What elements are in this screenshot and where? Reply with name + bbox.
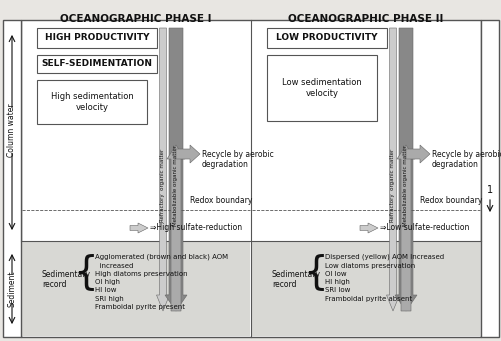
- Text: Refractory  organic matter: Refractory organic matter: [160, 148, 165, 222]
- Text: HIGH PRODUCTIVITY: HIGH PRODUCTIVITY: [45, 33, 149, 43]
- Text: Redox boundary: Redox boundary: [419, 196, 481, 205]
- Bar: [267, 55, 376, 121]
- Text: Sedimentary
record: Sedimentary record: [42, 270, 91, 290]
- Text: Refractory  organic matter: Refractory organic matter: [390, 148, 395, 222]
- Polygon shape: [156, 28, 169, 311]
- Polygon shape: [176, 145, 199, 163]
- Polygon shape: [394, 28, 416, 311]
- Polygon shape: [130, 223, 148, 233]
- Text: Recycle by aerobic
degradation: Recycle by aerobic degradation: [431, 150, 501, 169]
- Text: ⇒High sulfate-reduction: ⇒High sulfate-reduction: [150, 223, 241, 233]
- Text: SELF-SEDIMENTATION: SELF-SEDIMENTATION: [42, 59, 152, 69]
- Text: OCEANOGRAPHIC PHASE I: OCEANOGRAPHIC PHASE I: [60, 14, 211, 24]
- Bar: [37, 55, 157, 73]
- Text: {: {: [303, 253, 328, 291]
- Bar: [3, 20, 21, 337]
- Text: Metabolizable organic matter: Metabolizable organic matter: [173, 145, 178, 225]
- Text: Sedimentary
record: Sedimentary record: [272, 270, 320, 290]
- Bar: [37, 28, 157, 48]
- Text: Redox boundary: Redox boundary: [189, 196, 252, 205]
- Text: LOW PRODUCTIVITY: LOW PRODUCTIVITY: [276, 33, 377, 43]
- Bar: [252, 242, 479, 336]
- Polygon shape: [165, 28, 187, 311]
- Text: 1: 1: [486, 185, 492, 195]
- Text: Low sedimentation
velocity: Low sedimentation velocity: [282, 78, 361, 98]
- Text: OCEANOGRAPHIC PHASE II: OCEANOGRAPHIC PHASE II: [288, 14, 443, 24]
- Text: Agglomerated (brown and black) AOM
  increased
High diatoms preservation
OI high: Agglomerated (brown and black) AOM incre…: [95, 254, 227, 310]
- Text: Metabolizable organic matter: Metabolizable organic matter: [403, 145, 408, 225]
- Text: Dispersed (yellow) AOM Increased
Low diatoms preservation
OI low
HI high
SRI low: Dispersed (yellow) AOM Increased Low dia…: [324, 254, 443, 302]
- Text: Sediment: Sediment: [8, 271, 17, 307]
- Text: Column water: Column water: [8, 104, 17, 157]
- Polygon shape: [405, 145, 429, 163]
- Text: High sedimentation
velocity: High sedimentation velocity: [51, 92, 133, 112]
- Bar: [267, 28, 386, 48]
- Text: {: {: [74, 253, 98, 291]
- Bar: [480, 20, 498, 337]
- Bar: [22, 242, 249, 336]
- Polygon shape: [396, 145, 414, 311]
- Text: Recycle by aerobic
degradation: Recycle by aerobic degradation: [201, 150, 273, 169]
- Polygon shape: [359, 223, 377, 233]
- Text: ⇒Low sulfate-reduction: ⇒Low sulfate-reduction: [379, 223, 468, 233]
- Polygon shape: [386, 28, 399, 311]
- Polygon shape: [167, 145, 185, 311]
- Bar: [37, 80, 147, 124]
